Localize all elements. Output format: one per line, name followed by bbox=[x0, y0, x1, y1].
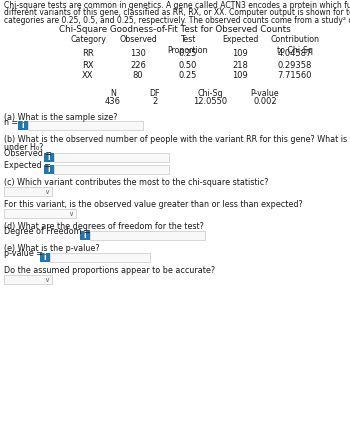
Text: ∨: ∨ bbox=[44, 188, 50, 194]
Text: (b) What is the observed number of people with the variant RR for this gene? Wha: (b) What is the observed number of peopl… bbox=[4, 136, 350, 144]
Text: XX: XX bbox=[82, 72, 94, 81]
FancyBboxPatch shape bbox=[54, 153, 169, 162]
Text: 226: 226 bbox=[130, 61, 146, 69]
FancyBboxPatch shape bbox=[4, 187, 52, 196]
FancyBboxPatch shape bbox=[44, 165, 54, 174]
Text: Chi-Sq: Chi-Sq bbox=[197, 89, 223, 98]
Text: DF: DF bbox=[150, 89, 160, 98]
FancyBboxPatch shape bbox=[4, 209, 76, 218]
Text: 12.0550: 12.0550 bbox=[193, 96, 227, 106]
Text: 0.25: 0.25 bbox=[179, 72, 197, 81]
Text: (a) What is the sample size?: (a) What is the sample size? bbox=[4, 112, 118, 122]
FancyBboxPatch shape bbox=[18, 122, 28, 130]
Text: Expected: Expected bbox=[222, 35, 258, 44]
Text: Observed: Observed bbox=[119, 35, 157, 44]
FancyBboxPatch shape bbox=[80, 231, 90, 240]
Text: under H₀?: under H₀? bbox=[4, 143, 43, 152]
Text: p-value =: p-value = bbox=[4, 249, 43, 259]
Text: Category: Category bbox=[70, 35, 106, 44]
Text: 0.002: 0.002 bbox=[253, 96, 277, 106]
Text: categories are 0.25, 0.5, and 0.25, respectively. The observed counts come from : categories are 0.25, 0.5, and 0.25, resp… bbox=[4, 16, 350, 25]
Text: i: i bbox=[48, 153, 50, 162]
Text: 0.25: 0.25 bbox=[179, 50, 197, 58]
Text: 7.71560: 7.71560 bbox=[278, 72, 312, 81]
FancyBboxPatch shape bbox=[44, 153, 54, 162]
Text: Test
Proportion: Test Proportion bbox=[168, 35, 208, 55]
Text: (c) Which variant contributes the most to the chi-square statistic?: (c) Which variant contributes the most t… bbox=[4, 178, 268, 187]
FancyBboxPatch shape bbox=[54, 165, 169, 174]
FancyBboxPatch shape bbox=[4, 275, 52, 284]
Text: 436: 436 bbox=[105, 96, 121, 106]
Text: N: N bbox=[110, 89, 116, 98]
Text: i: i bbox=[22, 122, 24, 130]
Text: 2: 2 bbox=[152, 96, 158, 106]
Text: i: i bbox=[48, 165, 50, 174]
Text: 218: 218 bbox=[232, 61, 248, 69]
Text: 0.50: 0.50 bbox=[179, 61, 197, 69]
Text: 109: 109 bbox=[232, 50, 248, 58]
Text: For this variant, is the observed value greater than or less than expected?: For this variant, is the observed value … bbox=[4, 200, 303, 209]
FancyBboxPatch shape bbox=[90, 231, 205, 240]
Text: 4.04587: 4.04587 bbox=[278, 50, 312, 58]
Text: P-value: P-value bbox=[251, 89, 279, 98]
Text: ∨: ∨ bbox=[69, 211, 74, 217]
Text: 130: 130 bbox=[130, 50, 146, 58]
Text: RX: RX bbox=[82, 61, 94, 69]
Text: Expected =: Expected = bbox=[4, 161, 51, 170]
Text: Chi-square tests are common in genetics. A gene called ACTN3 encodes a protein w: Chi-square tests are common in genetics.… bbox=[4, 1, 350, 10]
Text: i: i bbox=[84, 231, 86, 240]
Text: (d) What are the degrees of freedom for the test?: (d) What are the degrees of freedom for … bbox=[4, 222, 204, 231]
Text: Do the assumed proportions appear to be accurate?: Do the assumed proportions appear to be … bbox=[4, 266, 215, 275]
Text: (e) What is the p-value?: (e) What is the p-value? bbox=[4, 244, 100, 253]
Text: 0.29358: 0.29358 bbox=[278, 61, 312, 69]
Text: ∨: ∨ bbox=[44, 276, 50, 283]
Text: 109: 109 bbox=[232, 72, 248, 81]
Text: Contribution
to Chi-Sq: Contribution to Chi-Sq bbox=[271, 35, 320, 55]
Text: RR: RR bbox=[82, 50, 94, 58]
FancyBboxPatch shape bbox=[40, 253, 50, 262]
Text: 80: 80 bbox=[133, 72, 143, 81]
Text: Observed =: Observed = bbox=[4, 150, 52, 159]
Text: i: i bbox=[44, 253, 46, 262]
FancyBboxPatch shape bbox=[28, 122, 143, 130]
Text: different variants of this gene, classified as RR, RX, or XX. Computer output is: different variants of this gene, classif… bbox=[4, 8, 350, 17]
Text: Degree of Freedom =: Degree of Freedom = bbox=[4, 228, 91, 236]
Text: Chi-Square Goodness-of-Fit Test for Observed Counts: Chi-Square Goodness-of-Fit Test for Obse… bbox=[59, 25, 291, 34]
Text: n =: n = bbox=[4, 118, 18, 127]
FancyBboxPatch shape bbox=[50, 253, 150, 262]
